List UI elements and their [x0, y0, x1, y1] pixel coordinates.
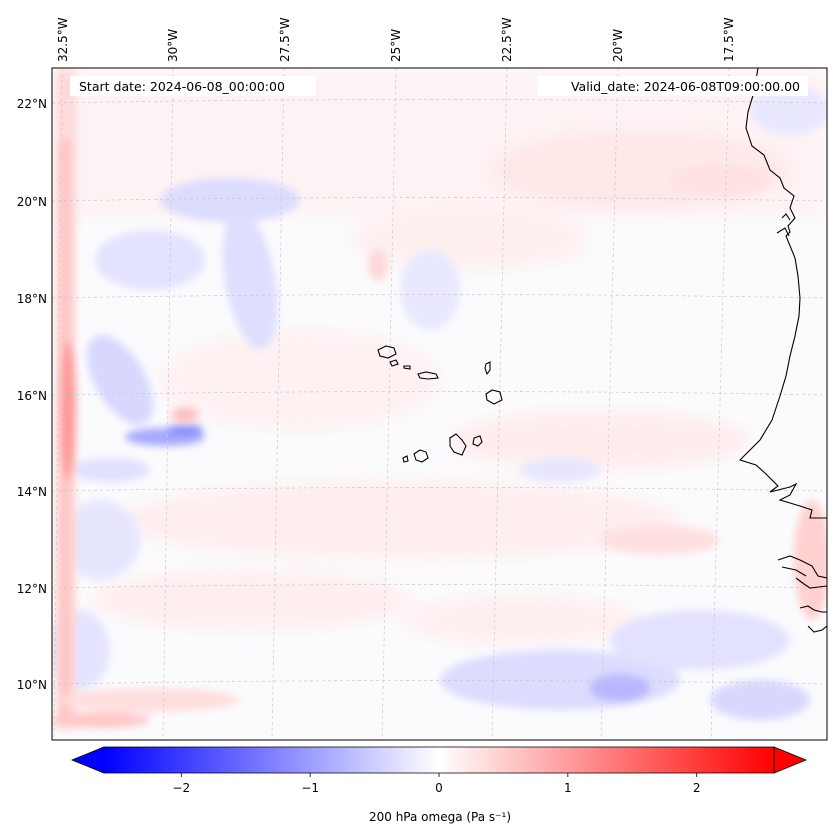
lat-label: 20°N: [17, 195, 47, 209]
gridlines: [52, 68, 827, 740]
lon-label: 17.5°W: [722, 17, 736, 62]
lon-label: 27.5°W: [278, 17, 292, 62]
lat-label: 18°N: [17, 292, 47, 306]
start-date-label: Start date: 2024-06-08_00:00:00: [79, 79, 285, 94]
colorbar-tick-label: −2: [172, 781, 190, 795]
lon-label: 20°W: [611, 29, 625, 62]
colorbar-ticks: −2 −1 0 1 2: [172, 773, 701, 795]
start-date-box: [70, 76, 316, 96]
valid-date-label: Valid_date: 2024-06-08T09:00:00.00: [571, 79, 800, 94]
longitude-labels: 32.5°W 30°W 27.5°W 25°W 22.5°W 20°W 17.5…: [56, 17, 736, 62]
coastlines: [738, 68, 827, 633]
colorbar-min-extend: [70, 746, 105, 774]
africa-coastline: [738, 68, 827, 519]
colorbar-tick-label: −1: [301, 781, 319, 795]
lat-label: 16°N: [17, 389, 47, 403]
colorbar-tick-label: 2: [693, 781, 701, 795]
cape-verde-islands: [377, 345, 503, 463]
map-frame: [51, 67, 828, 741]
lon-label: 25°W: [389, 29, 403, 62]
colorbar: −2 −1 0 1 2 200 hPa omega (Pa s⁻¹): [70, 746, 808, 824]
colorbar-tick-label: 0: [435, 781, 443, 795]
valid-date-box: [538, 76, 808, 96]
colorbar-max-extend: [773, 746, 808, 774]
lat-label: 12°N: [17, 582, 47, 596]
lat-label: 10°N: [17, 678, 47, 692]
map-panel: Start date: 2024-06-08_00:00:00 Valid_da…: [17, 17, 828, 741]
colorbar-tick-label: 1: [564, 781, 572, 795]
lat-label: 22°N: [17, 97, 47, 111]
latitude-labels: 22°N 20°N 18°N 16°N 14°N 12°N 10°N: [17, 97, 47, 692]
lon-label: 22.5°W: [500, 17, 514, 62]
lon-label: 30°W: [166, 29, 180, 62]
colorbar-title: 200 hPa omega (Pa s⁻¹): [369, 810, 511, 824]
lat-label: 14°N: [17, 485, 47, 499]
colorbar-bar: [104, 747, 774, 773]
lon-label: 32.5°W: [56, 17, 70, 62]
